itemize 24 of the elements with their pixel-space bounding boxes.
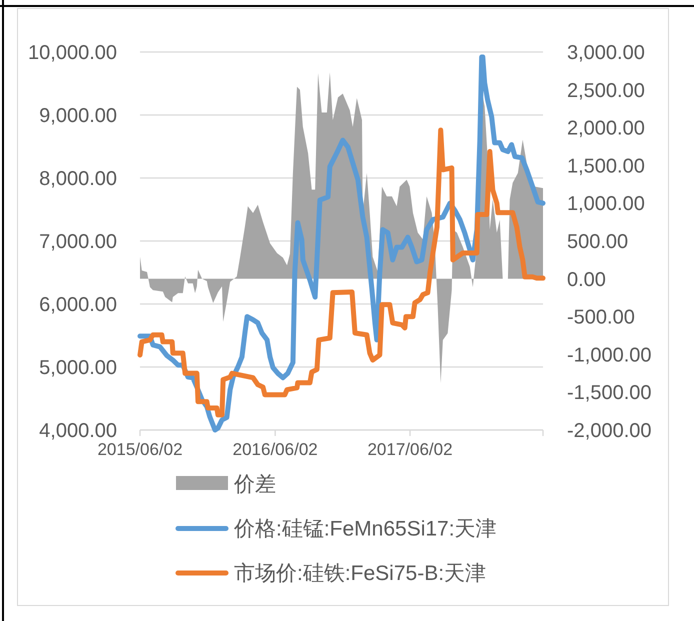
x-tick-label: 2017/06/02 — [367, 440, 453, 459]
y2-tick-label: -500.00 — [567, 306, 635, 329]
y-tick-label: 10,000.00 — [28, 42, 117, 64]
y2-tick-label: 1,000.00 — [567, 193, 645, 216]
y2-tick-label: 1,500.00 — [567, 155, 645, 178]
legend-label: 市场价:硅铁:FeSi75-B:天津 — [234, 562, 486, 585]
legend-label: 价格:硅锰:FeMn65Si17:天津 — [233, 518, 497, 540]
y2-tick-label: 2,500.00 — [567, 80, 645, 102]
y2-tick-label: -1,000.00 — [567, 344, 652, 366]
y-tick-label: 4,000.00 — [39, 420, 117, 442]
y-tick-label: 5,000.00 — [39, 357, 117, 379]
legend-label: 价差 — [233, 473, 276, 496]
x-tick-label: 2015/06/02 — [97, 440, 183, 459]
y-tick-label: 6,000.00 — [39, 294, 117, 316]
y2-tick-label: 3,000.00 — [567, 42, 645, 64]
x-tick-label: 2016/06/02 — [232, 440, 318, 459]
y-tick-label: 8,000.00 — [39, 168, 117, 190]
y2-tick-label: 2,000.00 — [567, 118, 645, 140]
y2-tick-label: 0.00 — [567, 268, 606, 291]
y2-tick-label: 500.00 — [567, 231, 628, 253]
y-tick-label: 9,000.00 — [39, 105, 117, 127]
y2-tick-label: -2,000.00 — [567, 420, 652, 442]
y-tick-label: 7,000.00 — [39, 231, 117, 253]
y2-tick-label: -1,500.00 — [567, 382, 652, 404]
